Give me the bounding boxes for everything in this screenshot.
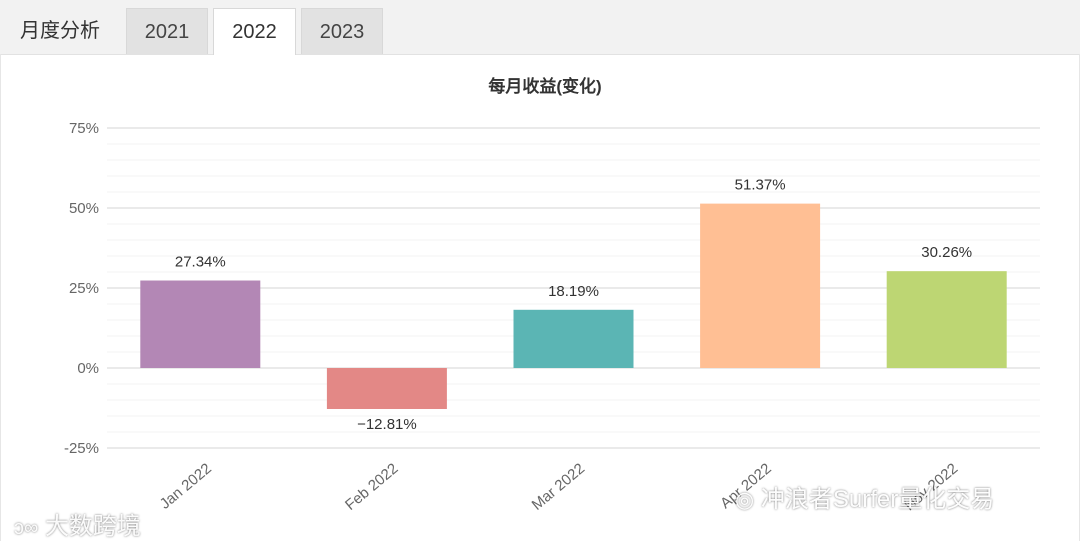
y-tick-label: 75% bbox=[69, 120, 99, 137]
data-label: 30.26% bbox=[921, 244, 972, 261]
data-label: 18.19% bbox=[548, 283, 599, 300]
y-tick-label: 50% bbox=[69, 200, 99, 217]
tab-2022[interactable]: 2022 bbox=[213, 8, 296, 55]
data-label: 51.37% bbox=[735, 177, 786, 194]
bar bbox=[886, 271, 1007, 368]
y-tick-label: -25% bbox=[64, 440, 99, 457]
watermark-left-text: 大数跨境 bbox=[44, 513, 141, 540]
bar bbox=[140, 280, 261, 368]
y-tick-label: 0% bbox=[77, 360, 99, 377]
watermark-right: ◎ 冲浪者Surfer量化交易 bbox=[735, 479, 994, 514]
bar bbox=[700, 203, 821, 368]
tab-2021[interactable]: 2021 bbox=[126, 8, 208, 54]
x-tick-label: Feb 2022 bbox=[342, 460, 401, 514]
bar bbox=[326, 368, 447, 409]
x-tick-label: Jan 2022 bbox=[157, 460, 215, 513]
data-label: −12.81% bbox=[357, 416, 417, 433]
watermark-logo-icon: ↄ∞ bbox=[14, 517, 39, 539]
x-tick-label: Mar 2022 bbox=[529, 460, 588, 514]
watermark-left: ↄ∞ 大数跨境 bbox=[14, 506, 141, 541]
chart-title: 每月收益(变化) bbox=[488, 76, 601, 96]
wechat-icon: ◎ bbox=[735, 487, 755, 512]
data-label: 27.34% bbox=[175, 254, 226, 271]
watermark-right-text: 冲浪者Surfer量化交易 bbox=[760, 486, 995, 513]
bar bbox=[513, 309, 634, 368]
tab-2023[interactable]: 2023 bbox=[301, 8, 383, 54]
section-title: 月度分析 bbox=[20, 20, 100, 42]
y-tick-label: 25% bbox=[69, 280, 99, 297]
tab-bar: 月度分析 2021 2022 2023 bbox=[0, 0, 1080, 55]
